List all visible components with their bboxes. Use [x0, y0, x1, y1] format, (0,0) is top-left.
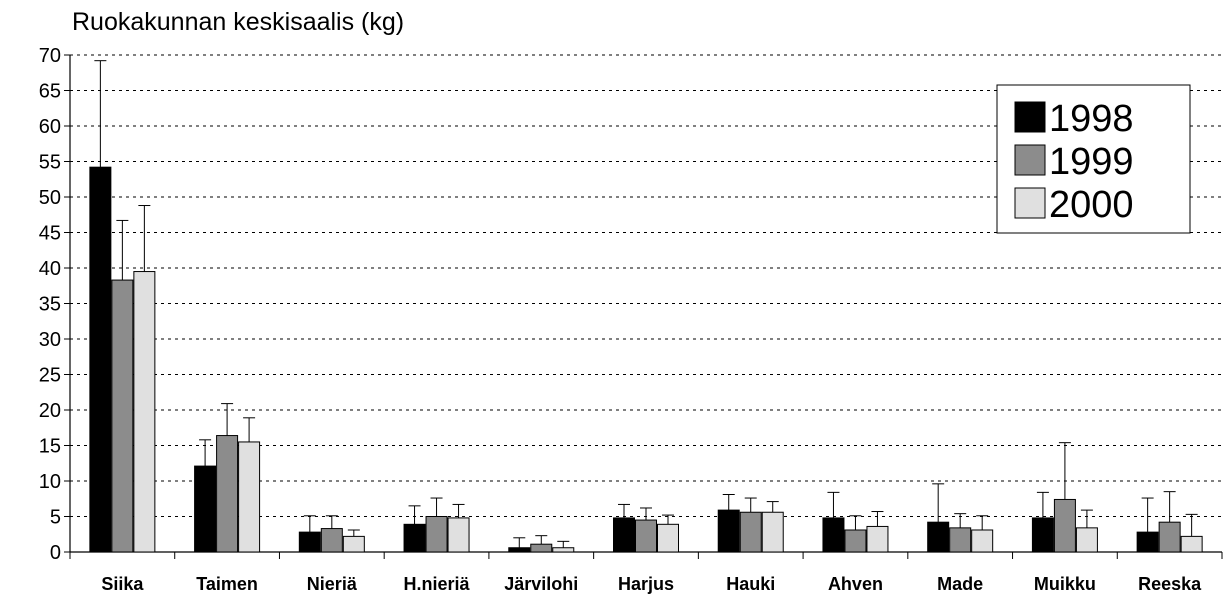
y-tick-label: 20 [39, 400, 61, 422]
bar-2000-H.nieriä [447, 517, 470, 553]
y-tick-label: 65 [39, 81, 61, 103]
legend-label: 2000 [1049, 184, 1134, 226]
bar-1998-Nieriä [298, 531, 321, 553]
y-tick-label: 50 [39, 187, 61, 209]
bar-2000-Nieriä [342, 535, 365, 553]
bar-1998-Harjus [613, 517, 635, 553]
bar-1998-H.nieriä [403, 523, 426, 553]
bar-1999-Reeska [1158, 521, 1181, 553]
x-tick-label: Muikku [1034, 574, 1096, 594]
chart-title: Ruokakunnan keskisaalis (kg) [72, 8, 405, 36]
y-tick-label: 15 [39, 436, 61, 458]
bar-2000-Hauki [761, 511, 784, 553]
bar-2000-Reeska [1180, 535, 1203, 553]
bar-2000-Taimen [238, 441, 261, 553]
bar-2000-Harjus [657, 523, 679, 553]
bar-1999-Taimen [216, 435, 239, 553]
y-tick-label: 70 [39, 45, 61, 67]
x-tick-label: Siika [101, 574, 144, 594]
bar-2000-Made [971, 529, 994, 553]
legend-swatch-1999 [1014, 144, 1046, 176]
bar-2000-Järvilohi [552, 547, 575, 553]
y-tick-label: 5 [50, 507, 61, 529]
bar-1999-Made [949, 527, 972, 553]
bar-2000-Ahven [866, 525, 889, 553]
y-tick-label: 0 [50, 542, 61, 564]
y-tick-label: 55 [39, 152, 61, 174]
bar-1999-Harjus [635, 519, 657, 553]
y-tick-label: 60 [39, 116, 61, 138]
x-tick-label: Taimen [196, 574, 258, 594]
bar-1998-Muikku [1031, 517, 1054, 553]
y-tick-label: 40 [39, 258, 61, 280]
x-tick-label: Hauki [726, 574, 775, 594]
y-tick-label: 25 [39, 365, 61, 387]
bar-2000-Siika [133, 271, 156, 553]
y-tick-label: 45 [39, 223, 61, 245]
bar-1999-Järvilohi [530, 543, 553, 553]
bar-1998-Siika [89, 166, 112, 553]
bar-1998-Made [927, 521, 950, 553]
bar-1998-Järvilohi [508, 547, 531, 553]
legend-label: 1999 [1049, 141, 1134, 183]
bar-1998-Taimen [194, 465, 217, 553]
bar-1998-Reeska [1136, 531, 1159, 553]
y-tick-label: 35 [39, 294, 61, 316]
y-tick-label: 10 [39, 471, 61, 493]
legend-swatch-2000 [1014, 187, 1046, 219]
bar-1999-Muikku [1053, 498, 1076, 553]
bar-1998-Ahven [822, 517, 845, 553]
bar-2000-Muikku [1075, 527, 1098, 553]
bar-1999-Siika [111, 279, 134, 553]
x-tick-label: Nieriä [307, 574, 358, 594]
bar-1999-Nieriä [320, 528, 343, 553]
bar-1999-Ahven [844, 529, 867, 553]
bar-1999-H.nieriä [425, 516, 448, 553]
x-tick-label: Harjus [618, 574, 674, 594]
x-tick-label: Made [937, 574, 983, 594]
bar-1998-Hauki [717, 509, 740, 553]
x-tick-label: Reeska [1138, 574, 1202, 594]
legend-swatch-1998 [1014, 101, 1046, 133]
x-tick-label: H.nieriä [404, 574, 471, 594]
x-tick-label: Järvilohi [504, 574, 578, 594]
bar-1999-Hauki [739, 511, 762, 553]
x-tick-label: Ahven [828, 574, 883, 594]
y-tick-label: 30 [39, 329, 61, 351]
legend-label: 1998 [1049, 98, 1134, 140]
